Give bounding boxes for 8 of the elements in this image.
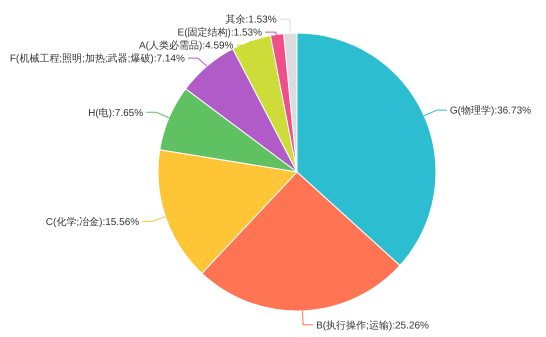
slice-label: F(机械工程;照明;加热;武器;爆破):7.14% [10, 52, 185, 65]
slice-label: 其余:1.53% [226, 14, 277, 26]
slice-label: E(固定结构):1.53% [178, 26, 262, 39]
slice-label: H(电):7.65% [88, 106, 144, 119]
slice-label: C(化学;冶金):15.56% [46, 216, 140, 228]
slice-label: B(执行操作;运输):25.26% [316, 319, 430, 332]
slice-label: A(人类必需品):4.59% [139, 40, 234, 52]
slice-label: G(物理学):36.73% [450, 104, 532, 117]
